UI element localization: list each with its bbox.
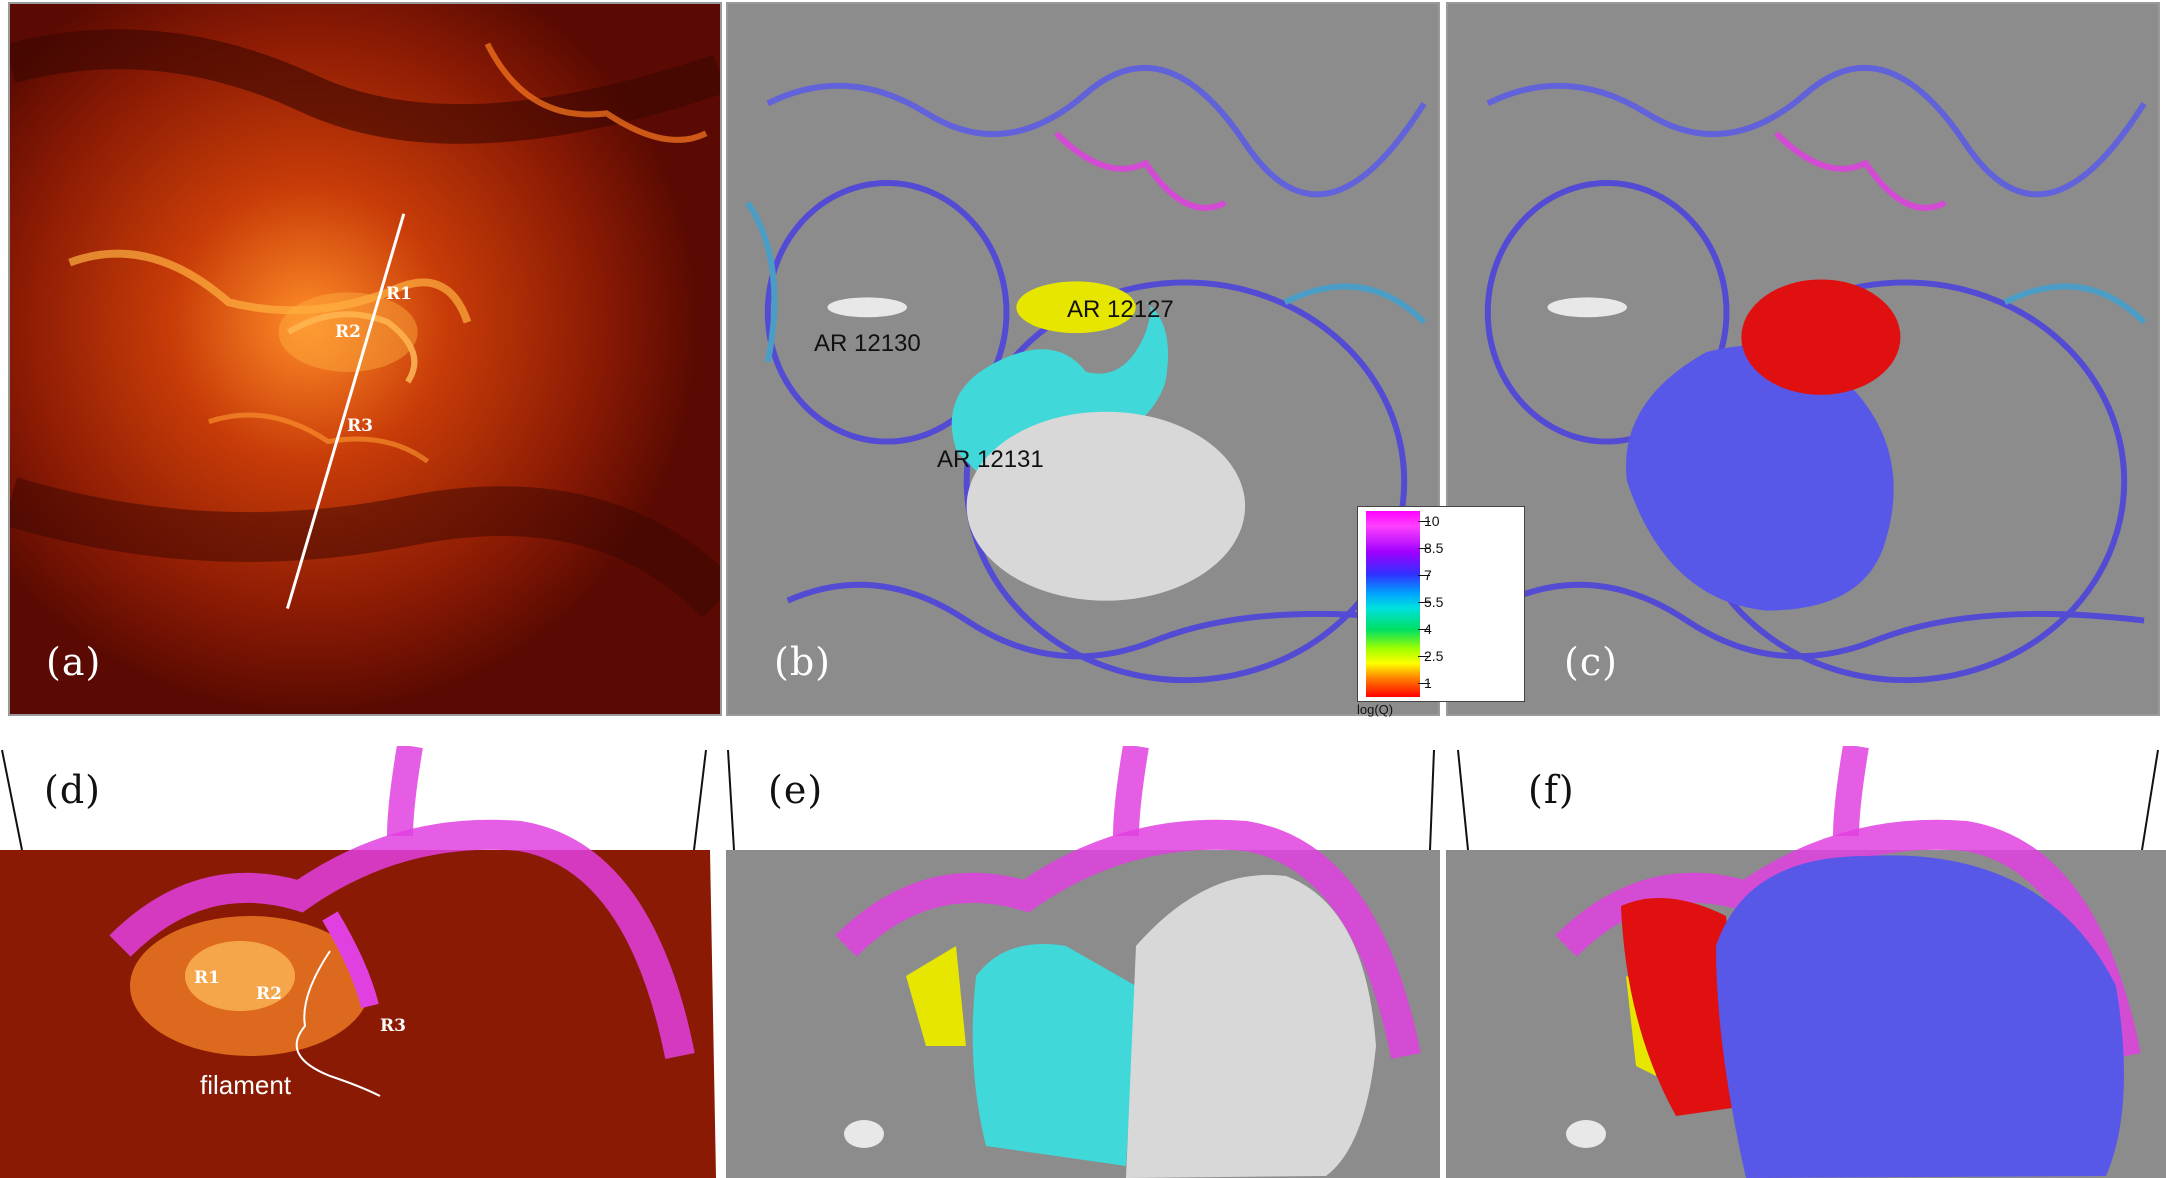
filament-label: filament bbox=[200, 1070, 292, 1100]
panel-b-image bbox=[728, 4, 1438, 714]
r1-label: R1 bbox=[386, 284, 412, 304]
panel-a-image bbox=[10, 4, 720, 714]
d-r1-label: R1 bbox=[194, 968, 220, 988]
panel-e-label: (e) bbox=[768, 768, 824, 812]
panel-c-label: (c) bbox=[1564, 640, 1618, 684]
ar12127-label: AR 12127 bbox=[1067, 296, 1174, 323]
r2-label: R2 bbox=[335, 322, 361, 342]
ar12131-label: AR 12131 bbox=[937, 446, 1044, 473]
panel-a-label: (a) bbox=[46, 640, 102, 684]
ar12130-label: AR 12130 bbox=[814, 330, 921, 357]
colorbar-tick: 2.5 bbox=[1417, 648, 1444, 664]
panel-a: R1 R2 R3 (a) bbox=[8, 2, 722, 716]
panel-b: AR 12130 AR 12127 AR 12131 (b) bbox=[726, 2, 1440, 716]
colorbar-gradient bbox=[1366, 511, 1420, 697]
colorbar-title: log(Q) bbox=[1357, 702, 1394, 717]
panel-c: (c) bbox=[1446, 2, 2160, 716]
colorbar-tick: 8.5 bbox=[1417, 540, 1444, 556]
panel-f-image bbox=[1446, 746, 2166, 1178]
panel-f: (f) bbox=[1446, 746, 2166, 1178]
panel-b-label: (b) bbox=[774, 640, 831, 684]
r3-label: R3 bbox=[347, 416, 373, 436]
colorbar-tick: 7 bbox=[1418, 567, 1432, 583]
panel-d-label: (d) bbox=[44, 768, 101, 812]
d-r2-label: R2 bbox=[256, 984, 282, 1004]
panel-e-image bbox=[726, 746, 1440, 1178]
colorbar-tick: 1 bbox=[1418, 675, 1432, 691]
colorbar-tick: 4 bbox=[1418, 621, 1432, 637]
logq-colorbar: 10 8.5 7 5.5 4 2.5 1 bbox=[1357, 506, 1525, 702]
panel-e: (e) bbox=[726, 746, 1440, 1178]
panel-f-label: (f) bbox=[1528, 768, 1575, 812]
panel-c-image bbox=[1448, 4, 2158, 714]
colorbar-tick: 10 bbox=[1418, 513, 1440, 529]
panel-d: R1 R2 R3 filament (d) bbox=[0, 746, 716, 1178]
panel-d-image bbox=[0, 746, 716, 1178]
colorbar-tick: 5.5 bbox=[1417, 594, 1444, 610]
d-r3-label: R3 bbox=[380, 1016, 406, 1036]
